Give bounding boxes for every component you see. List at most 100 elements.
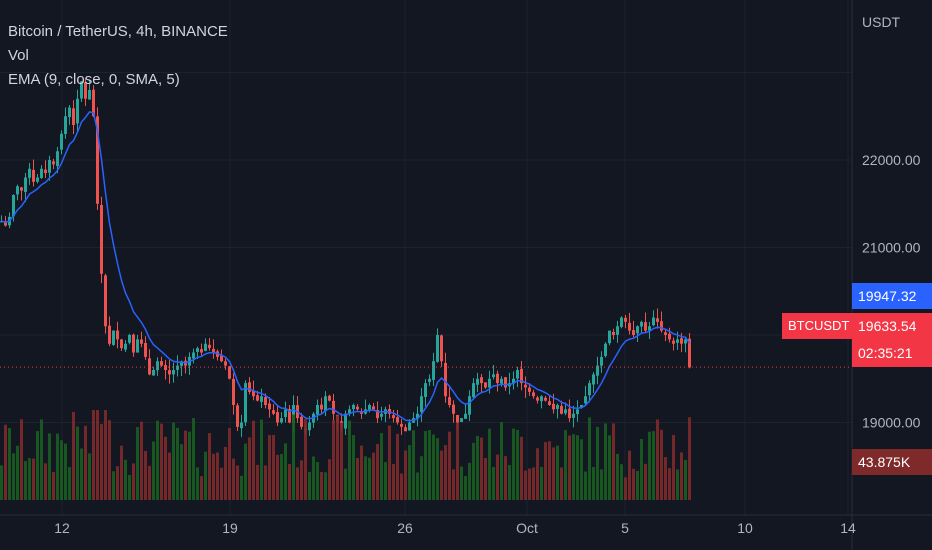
candle-body[interactable] xyxy=(632,330,635,335)
candle-body[interactable] xyxy=(280,418,283,423)
candle-body[interactable] xyxy=(80,81,83,99)
candle-body[interactable] xyxy=(96,116,99,204)
candle-body[interactable] xyxy=(660,321,663,331)
candle-body[interactable] xyxy=(488,378,491,388)
candle-body[interactable] xyxy=(44,169,47,174)
candle-body[interactable] xyxy=(172,370,175,375)
candle-body[interactable] xyxy=(612,331,615,335)
candle-body[interactable] xyxy=(136,339,139,353)
candle-body[interactable] xyxy=(476,378,479,385)
candle-body[interactable] xyxy=(244,383,247,423)
candle-body[interactable] xyxy=(268,403,271,410)
candle-body[interactable] xyxy=(292,405,295,423)
candle-body[interactable] xyxy=(144,342,147,357)
candle-body[interactable] xyxy=(616,326,619,335)
candle-body[interactable] xyxy=(20,187,23,191)
candle-body[interactable] xyxy=(348,409,351,414)
candle-body[interactable] xyxy=(540,396,543,402)
candle-body[interactable] xyxy=(544,397,547,401)
candle-body[interactable] xyxy=(200,349,203,353)
candle-body[interactable] xyxy=(324,396,327,412)
candle-body[interactable] xyxy=(264,397,267,405)
candle-body[interactable] xyxy=(232,378,235,405)
candle-body[interactable] xyxy=(108,325,111,344)
legend-symbol[interactable]: Bitcoin / TetherUS, 4h, BINANCE xyxy=(8,23,228,40)
candle-body[interactable] xyxy=(60,133,63,150)
candle-body[interactable] xyxy=(372,406,375,410)
candle-body[interactable] xyxy=(272,410,275,414)
candle-body[interactable] xyxy=(368,405,371,411)
candle-body[interactable] xyxy=(24,177,27,192)
candle-body[interactable] xyxy=(684,339,687,344)
candle-body[interactable] xyxy=(556,405,559,409)
candle-body[interactable] xyxy=(432,361,435,380)
candle-body[interactable] xyxy=(168,370,171,375)
candle-body[interactable] xyxy=(444,362,447,397)
candle-body[interactable] xyxy=(64,116,67,134)
candle-body[interactable] xyxy=(580,405,583,408)
candle-body[interactable] xyxy=(52,161,55,165)
candle-body[interactable] xyxy=(420,396,423,413)
candle-body[interactable] xyxy=(332,400,335,414)
candle-body[interactable] xyxy=(492,374,495,378)
candle-body[interactable] xyxy=(548,401,551,405)
candle-body[interactable] xyxy=(156,361,159,371)
candle-body[interactable] xyxy=(220,355,223,362)
candle-body[interactable] xyxy=(464,413,467,419)
candle-body[interactable] xyxy=(76,98,79,124)
candle-body[interactable] xyxy=(644,322,647,331)
candle-body[interactable] xyxy=(356,406,359,410)
candle-body[interactable] xyxy=(4,221,7,226)
candle-body[interactable] xyxy=(424,383,427,397)
candle-body[interactable] xyxy=(484,382,487,388)
candle-body[interactable] xyxy=(140,339,143,344)
candle-body[interactable] xyxy=(212,348,215,353)
candle-body[interactable] xyxy=(436,335,439,362)
candle-body[interactable] xyxy=(668,333,671,340)
candle-body[interactable] xyxy=(456,415,459,423)
candle-body[interactable] xyxy=(404,427,407,432)
candle-body[interactable] xyxy=(228,366,231,379)
candle-body[interactable] xyxy=(620,317,623,327)
candle-body[interactable] xyxy=(180,361,183,366)
candle-body[interactable] xyxy=(604,343,607,357)
candle-body[interactable] xyxy=(536,397,539,401)
candle-body[interactable] xyxy=(164,365,167,370)
candle-body[interactable] xyxy=(416,413,419,419)
candle-body[interactable] xyxy=(532,392,535,397)
candle-body[interactable] xyxy=(572,413,575,418)
candle-body[interactable] xyxy=(260,396,263,402)
candle-body[interactable] xyxy=(256,395,259,401)
candle-body[interactable] xyxy=(12,195,15,217)
candle-body[interactable] xyxy=(112,330,115,345)
candle-body[interactable] xyxy=(120,339,123,349)
candle-body[interactable] xyxy=(636,326,639,334)
candle-body[interactable] xyxy=(56,151,59,166)
candle-body[interactable] xyxy=(640,321,643,327)
candle-body[interactable] xyxy=(192,352,195,359)
candle-body[interactable] xyxy=(276,412,279,423)
candle-body[interactable] xyxy=(344,413,347,429)
candle-body[interactable] xyxy=(400,423,403,427)
candle-body[interactable] xyxy=(624,317,627,322)
candle-body[interactable] xyxy=(88,90,91,100)
candle-body[interactable] xyxy=(528,387,531,392)
candle-body[interactable] xyxy=(36,177,39,182)
candle-body[interactable] xyxy=(688,338,691,368)
candle-body[interactable] xyxy=(32,169,35,182)
candle-body[interactable] xyxy=(672,340,675,344)
candle-body[interactable] xyxy=(592,374,595,385)
candle-body[interactable] xyxy=(472,383,475,398)
candle-body[interactable] xyxy=(460,418,463,422)
candle-body[interactable] xyxy=(68,107,71,118)
candle-body[interactable] xyxy=(408,422,411,431)
candle-body[interactable] xyxy=(236,405,239,427)
candle-body[interactable] xyxy=(552,403,555,410)
candle-body[interactable] xyxy=(380,413,383,417)
candle-body[interactable] xyxy=(124,343,127,350)
candle-body[interactable] xyxy=(448,397,451,405)
candle-body[interactable] xyxy=(608,330,611,344)
candle-body[interactable] xyxy=(568,408,571,419)
candle-body[interactable] xyxy=(596,365,599,376)
candle-body[interactable] xyxy=(288,408,291,423)
